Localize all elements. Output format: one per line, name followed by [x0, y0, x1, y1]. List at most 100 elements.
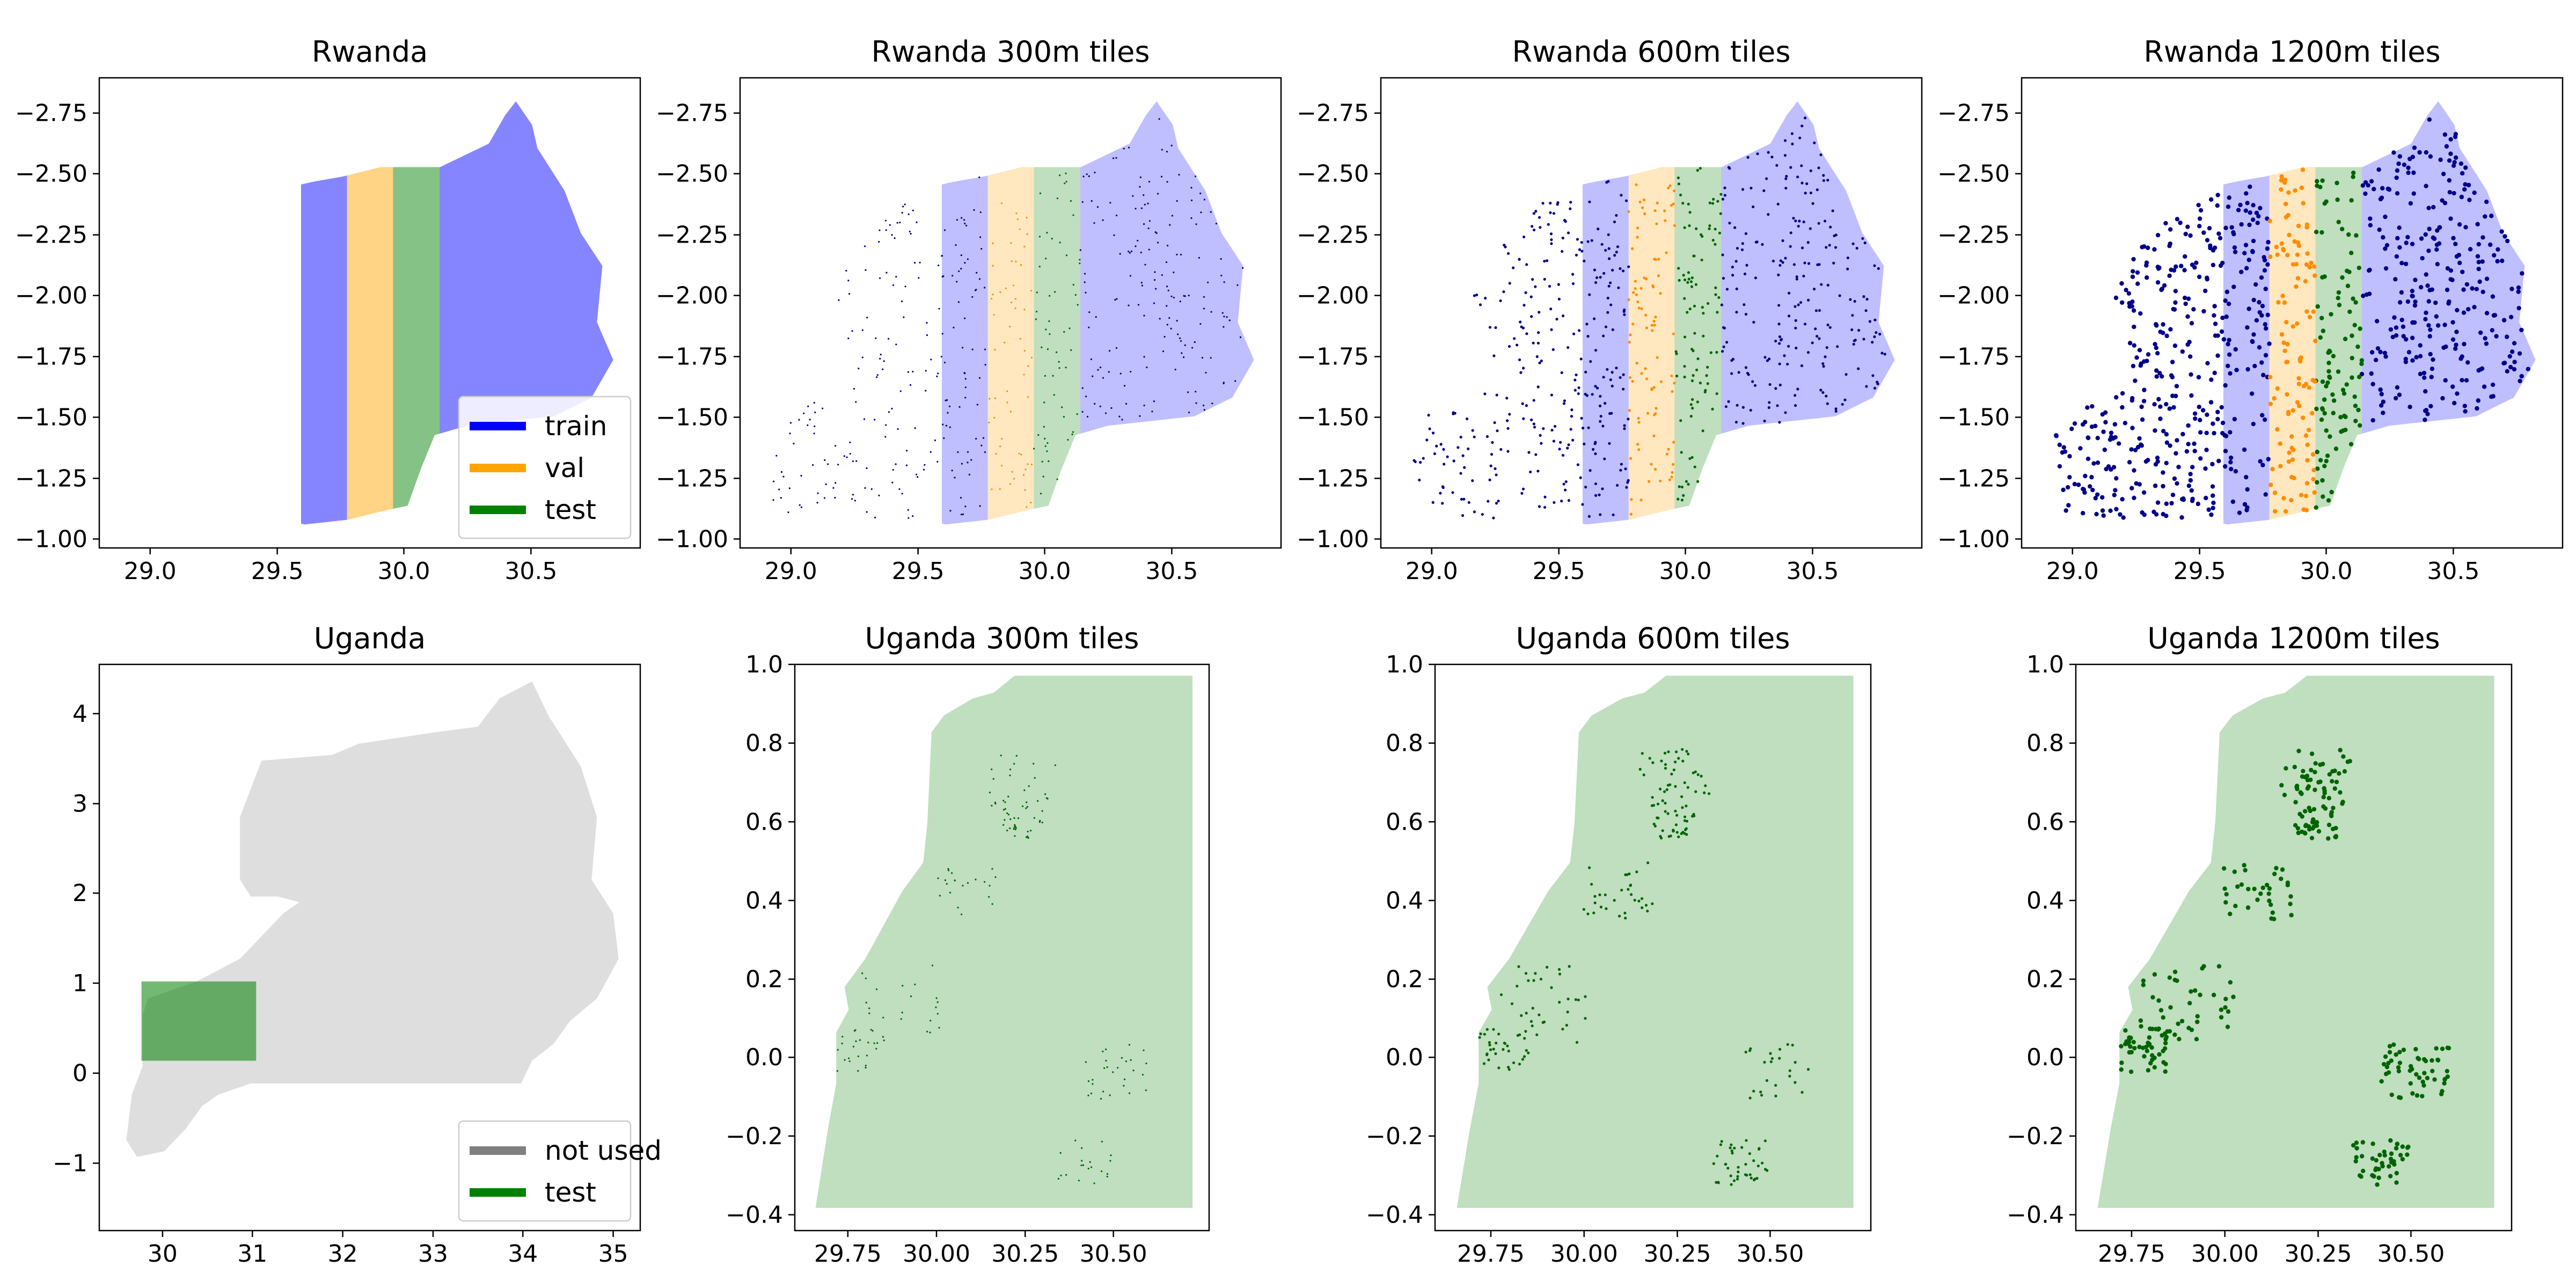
tile-point [2384, 1064, 2390, 1070]
tile-point [2403, 261, 2409, 266]
tile-point [2112, 422, 2118, 427]
tile-point [2129, 486, 2134, 491]
tile-point [1686, 786, 1689, 789]
tile-point [1664, 763, 1667, 766]
y-tick-label: −2.75 [656, 100, 728, 127]
tile-point [2088, 484, 2092, 489]
tile-point [2251, 297, 2256, 303]
tile-point [2193, 416, 2198, 421]
tile-point [2252, 363, 2257, 369]
tile-point [2268, 254, 2273, 259]
tile-point [1006, 829, 1008, 832]
tile-point [1463, 466, 1466, 469]
tile-point [1689, 403, 1693, 406]
tile-point [992, 294, 994, 296]
tile-point [1535, 1033, 1539, 1036]
tile-point [1625, 486, 1628, 489]
tile-point [2336, 290, 2341, 295]
axes-frame [1434, 663, 1872, 1232]
tile-point [2132, 1045, 2137, 1051]
tile-point [2132, 495, 2136, 501]
tile-point [2394, 325, 2399, 330]
tile-point [1849, 298, 1852, 301]
y-tick-label: −2.00 [1937, 282, 2010, 310]
tile-point [1023, 374, 1025, 376]
tile-point [2490, 294, 2496, 299]
tile-point [1112, 157, 1115, 159]
tile-point [1530, 225, 1534, 228]
tile-point [1026, 806, 1029, 808]
tile-point [1112, 1071, 1114, 1073]
tile-point [1619, 376, 1622, 379]
tile-point [1153, 302, 1155, 304]
tile-point [2329, 814, 2334, 818]
tile-point [2388, 1174, 2393, 1179]
tile-point [2295, 400, 2300, 405]
tile-point [1651, 796, 1654, 799]
tile-point [1013, 763, 1015, 765]
tile-point [1000, 755, 1002, 757]
tile-point [1053, 394, 1055, 396]
tile-point [2224, 892, 2229, 897]
y-tick-label: 0.8 [745, 730, 783, 757]
tile-point [1485, 435, 1489, 438]
tile-point [2211, 493, 2215, 498]
tile-point [1479, 1032, 1482, 1036]
tile-point [2242, 502, 2248, 507]
tile-point [2228, 455, 2234, 460]
tile-point [2439, 1092, 2444, 1096]
tile-point [2326, 796, 2332, 801]
tile-point [1044, 793, 1046, 795]
tile-point [813, 433, 815, 435]
tile-point [878, 240, 880, 243]
tile-point [1690, 285, 1694, 288]
y-tick-label: −0.4 [2007, 1201, 2064, 1228]
tile-point [2150, 1053, 2155, 1058]
tile-point [1081, 1160, 1083, 1162]
tile-point [1080, 1164, 1082, 1167]
tile-point [930, 451, 932, 453]
tile-point [1030, 356, 1033, 358]
tile-point [1627, 888, 1630, 891]
tile-point [1541, 202, 1545, 205]
tile-point [1195, 175, 1197, 178]
tile-point [1506, 1065, 1510, 1069]
tile-point [1627, 298, 1630, 302]
legend-label: test [545, 1177, 596, 1208]
tile-point [2394, 1052, 2398, 1057]
tile-point [968, 473, 971, 475]
tile-point [1529, 295, 1533, 298]
tile-point [1081, 387, 1084, 389]
tile-point [1602, 272, 1606, 275]
tile-point [1689, 280, 1693, 283]
tile-point [1637, 448, 1641, 451]
tile-point [1853, 299, 1856, 303]
tile-point [1009, 769, 1012, 771]
tile-point [2448, 216, 2453, 221]
tile-point [2450, 337, 2456, 342]
tile-point [1179, 337, 1181, 339]
tile-point [1797, 224, 1800, 228]
tile-point [1786, 362, 1789, 366]
tile-point [2123, 421, 2128, 426]
tile-point [857, 1055, 859, 1057]
tile-point [2357, 265, 2362, 270]
axes-frame [1380, 77, 1923, 549]
tile-point [1494, 1052, 1497, 1055]
tile-point [2424, 150, 2429, 155]
tile-point [1779, 259, 1782, 262]
tile-point [2095, 460, 2101, 465]
tile-point [2432, 1077, 2437, 1082]
tile-point [2428, 404, 2433, 409]
x-tick-label: 35 [598, 1240, 628, 1268]
tile-point [1873, 335, 1876, 339]
tile-point [2267, 218, 2272, 224]
tile-point [1607, 180, 1610, 183]
x-tick-label: 29.0 [765, 558, 817, 585]
tile-point [1097, 369, 1099, 371]
tile-points [1413, 116, 1886, 519]
tile-point [1749, 408, 1752, 412]
tile-point [1088, 326, 1090, 328]
tile-point [2479, 366, 2485, 371]
tile-point [2054, 434, 2059, 438]
